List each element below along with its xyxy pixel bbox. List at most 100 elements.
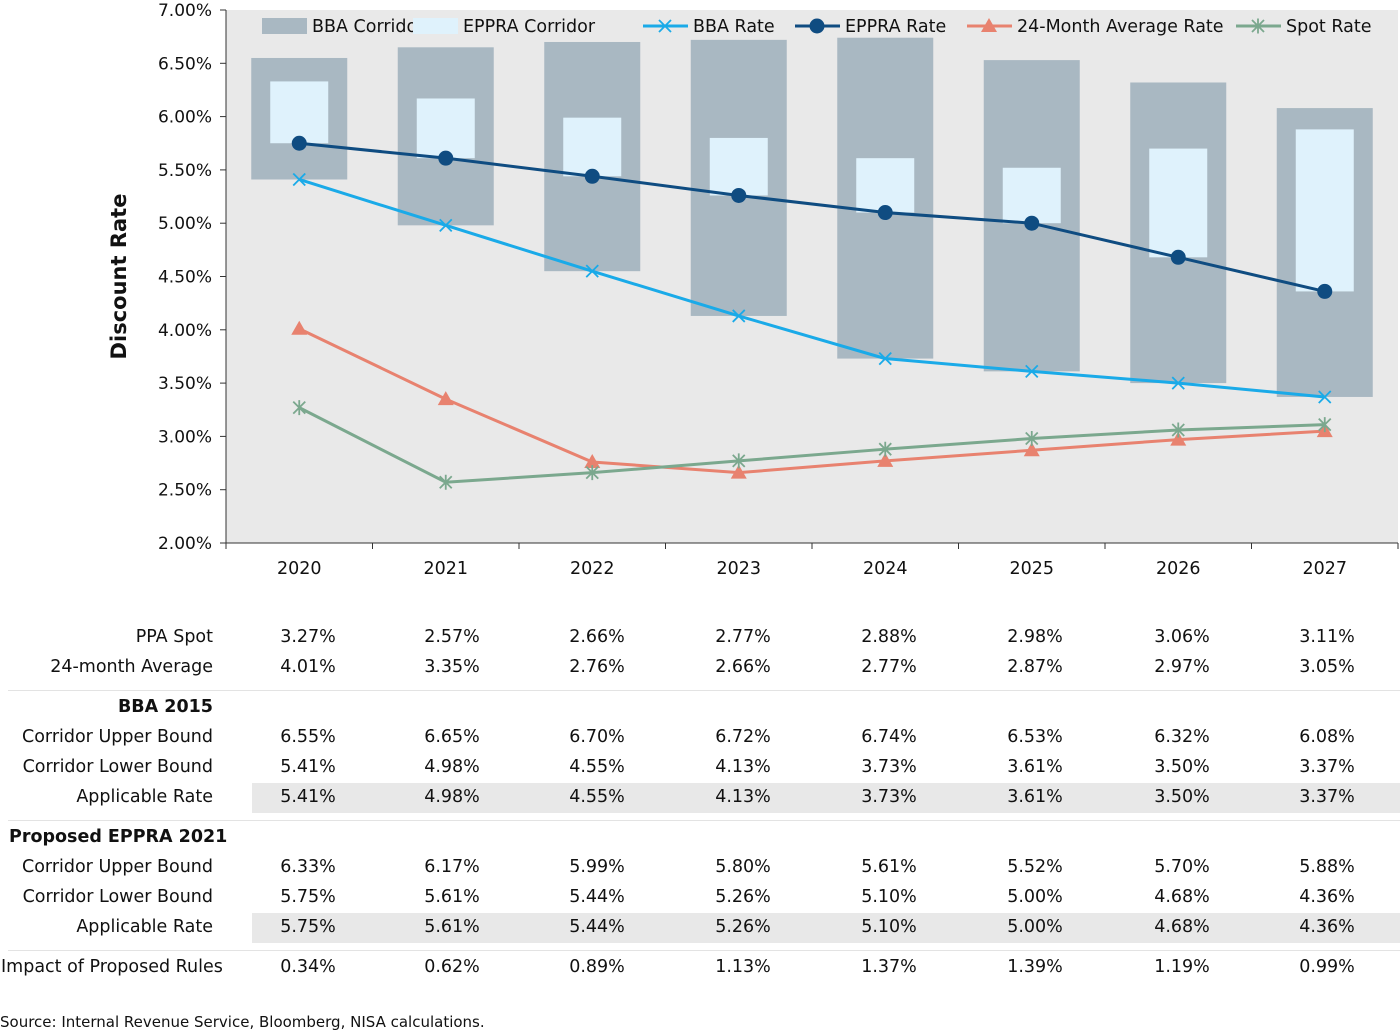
bba-rate-point (1171, 376, 1185, 390)
table-row: PPA Spot 3.27% 2.57% 2.66% 2.77% 2.88% 2.98% 3.… (0, 623, 1400, 653)
table-cell: 6.53% (1007, 727, 1063, 747)
table-cell: 5.70% (1154, 857, 1210, 877)
row-highlight (252, 913, 1400, 943)
24-month-average-rate-point (291, 320, 308, 335)
table-cell: 5.75% (280, 917, 336, 937)
table-cell: 2.87% (1007, 657, 1063, 677)
table-row: Proposed EPPRA 2021 (0, 823, 1400, 853)
table-cell: 6.74% (861, 727, 917, 747)
legend-swatch (413, 18, 458, 34)
row-label: Proposed EPPRA 2021 (9, 827, 228, 847)
eppra-corridor-bar (1295, 129, 1354, 292)
x-tick-label: 2022 (570, 559, 615, 579)
table-cell: 5.88% (1299, 857, 1355, 877)
row-label: Impact of Proposed Rules (1, 957, 223, 977)
legend-item-spot-rate: Spot Rate (1236, 17, 1371, 37)
y-tick-label: 7.00% (158, 1, 212, 21)
table-cell: 6.08% (1299, 727, 1355, 747)
table-row: Corridor Upper Bound 6.33% 6.17% 5.99% 5.80%… (0, 853, 1400, 883)
legend: BBA Corridor EPPRA Corridor BBA Rate EPPRA … (262, 17, 1371, 37)
spot-rate-point (585, 465, 599, 481)
24-month-average-rate-point (877, 452, 894, 467)
eppra-rate-point (438, 150, 454, 166)
eppra-corridor-bar (563, 117, 622, 177)
table-cell: 5.00% (1007, 887, 1063, 907)
discount-rate-chart: 2.00% 2.50% 3.00% 3.50% 4.00% 4.50% 5.00% 5.50%… (107, 1, 1399, 579)
table-cell: 1.37% (861, 957, 917, 977)
legend-marker (1251, 18, 1265, 34)
24-month-average-rate-line (298, 327, 1325, 475)
legend-marker (658, 19, 672, 33)
y-tick-label: 4.50% (158, 268, 212, 288)
eppra-corridor-bar (270, 81, 329, 144)
table-cell: 4.98% (424, 787, 480, 807)
table-cell: 4.36% (1299, 887, 1355, 907)
legend-marker (981, 18, 997, 32)
eppra-rate-point (1170, 249, 1186, 265)
legend-label: Spot Rate (1286, 17, 1371, 37)
table-row: Applicable Rate 5.41% 4.98% 4.55% 4.13% 3.73%… (0, 783, 1400, 813)
table-cell: 5.26% (715, 917, 771, 937)
table-cell: 5.75% (280, 887, 336, 907)
bba-rate-point (292, 172, 306, 187)
bba-rate-point (439, 218, 453, 232)
table-row: 24-month Average 4.01% 3.35% 2.76% 2.66% 2.77… (0, 653, 1400, 683)
legend-label: BBA Rate (693, 17, 775, 37)
spot-rate-point (878, 441, 892, 457)
table-cell: 3.73% (861, 787, 917, 807)
table-cell: 3.61% (1007, 787, 1063, 807)
table-cell: 2.66% (569, 627, 625, 647)
bba-rate-point (1025, 364, 1039, 379)
x-tick-label: 2021 (423, 559, 468, 579)
eppra-rate-point (731, 187, 747, 203)
row-highlight (252, 783, 1400, 813)
legend-label: EPPRA Corridor (463, 17, 596, 37)
source-note: Source: Internal Revenue Service, Bloomb… (0, 1013, 485, 1031)
table-row: Applicable Rate 5.75% 5.61% 5.44% 5.26% 5.10%… (0, 913, 1400, 943)
table-cell: 4.13% (715, 757, 771, 777)
24-month-average-rate-series (291, 320, 1333, 479)
row-label: Corridor Upper Bound (22, 727, 213, 747)
table-cell: 2.57% (424, 627, 480, 647)
table-cell: 3.37% (1299, 787, 1355, 807)
24-month-average-rate-point (437, 391, 454, 406)
table-cell: 3.37% (1299, 757, 1355, 777)
24-month-average-rate-point (1023, 442, 1040, 457)
legend-label: 24-Month Average Rate (1017, 17, 1224, 37)
table-cell: 2.77% (715, 627, 771, 647)
table-divider (8, 690, 1400, 691)
legend-item-eppra-corridor: EPPRA Corridor (413, 17, 596, 37)
spot-rate-series (292, 400, 1332, 490)
y-tick-label: 6.00% (158, 108, 212, 128)
table-cell: 6.72% (715, 727, 771, 747)
table-cell: 3.61% (1007, 757, 1063, 777)
eppra-corridor-bar (1002, 167, 1061, 224)
table-cell: 4.01% (280, 657, 336, 677)
spot-rate-line (298, 406, 1325, 484)
table-cell: 4.36% (1299, 917, 1355, 937)
table-cell: 6.65% (424, 727, 480, 747)
y-tick-label: 5.50% (158, 161, 212, 181)
legend-item-bba-corridor: BBA Corridor (262, 17, 425, 37)
spot-rate-point (292, 400, 306, 416)
x-tick-label: 2023 (716, 559, 761, 579)
bba-rate-series (292, 172, 1332, 404)
y-axis-title: Discount Rate (107, 194, 131, 360)
row-label: Corridor Lower Bound (22, 887, 213, 907)
table-cell: 5.10% (861, 917, 917, 937)
24-month-average-rate-point (1170, 431, 1187, 446)
table-cell: 6.32% (1154, 727, 1210, 747)
bba-rate-line (298, 178, 1325, 399)
spot-rate-point (1171, 422, 1185, 438)
table-cell: 5.10% (861, 887, 917, 907)
table-cell: 4.98% (424, 757, 480, 777)
table-cell: 5.61% (424, 887, 480, 907)
table-cell: 5.61% (424, 917, 480, 937)
table-cell: 5.26% (715, 887, 771, 907)
x-tick-label: 2027 (1302, 559, 1347, 579)
table-cell: 3.05% (1299, 657, 1355, 677)
y-tick-label: 2.50% (158, 481, 212, 501)
row-label: BBA 2015 (117, 697, 213, 717)
y-tick-label: 6.50% (158, 54, 212, 74)
table-cell: 1.13% (715, 957, 771, 977)
